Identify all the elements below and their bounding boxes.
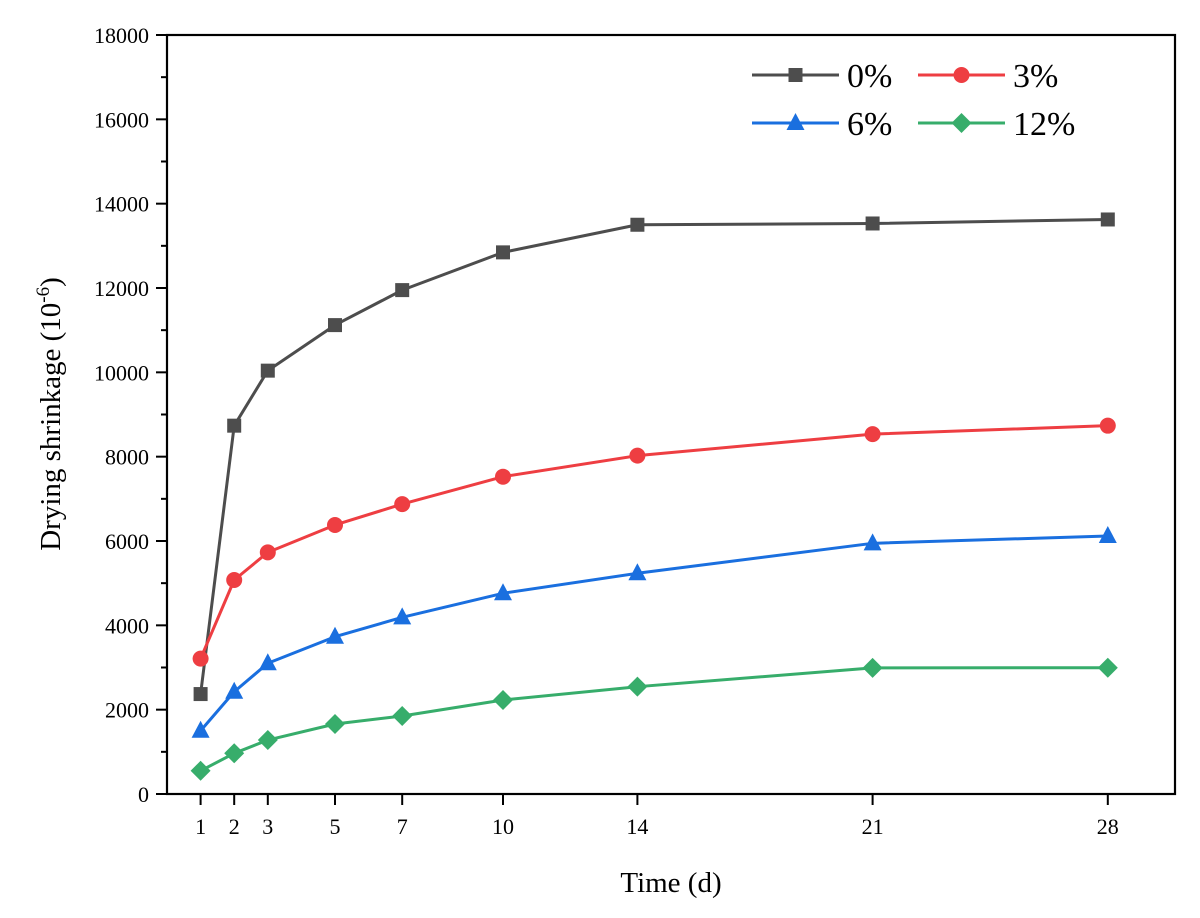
y-tick-label: 2000 [105, 698, 149, 723]
x-tick-label: 2 [229, 814, 240, 839]
series-layer [190, 212, 1118, 781]
x-tick-label: 3 [262, 814, 273, 839]
legend-item: 3% [918, 58, 1058, 95]
data-point-circle [259, 544, 276, 561]
y-tick-label: 0 [138, 782, 149, 807]
x-tick-label: 14 [626, 814, 648, 839]
data-point-diamond [325, 714, 345, 735]
data-point-square [1100, 212, 1115, 227]
series-3pct [192, 417, 1116, 667]
y-tick-label: 16000 [94, 107, 149, 132]
data-point-diamond [862, 657, 883, 678]
legend-label: 12% [1013, 106, 1075, 143]
data-point-diamond [392, 705, 413, 726]
data-point-square [865, 216, 880, 231]
data-point-triangle [863, 533, 882, 551]
series-0pct [193, 212, 1115, 702]
y-tick-label: 10000 [94, 360, 149, 385]
legend-marker-triangle [786, 113, 805, 130]
data-point-triangle [1098, 525, 1117, 543]
data-point-diamond [224, 743, 245, 764]
y-tick-label: 18000 [94, 23, 149, 48]
y-tick-label: 8000 [105, 445, 149, 470]
y-tick-label: 14000 [94, 192, 149, 217]
legend-marker-square [788, 68, 803, 82]
plot-border [165, 33, 1177, 796]
legend-marker-diamond [951, 113, 972, 133]
data-point-square [630, 217, 645, 232]
legend-item: 0% [752, 58, 892, 95]
data-point-circle [629, 447, 646, 464]
data-point-triangle [628, 563, 647, 581]
plot-frame [165, 33, 1177, 796]
y-axis-title: Drying shrinkage (10-6) [33, 277, 67, 551]
legend-item: 12% [918, 106, 1075, 143]
legend-label: 3% [1013, 58, 1058, 95]
data-point-diamond [1097, 657, 1118, 678]
x-axis: 1 2 3 5 7 10 14 21 28 [195, 794, 1119, 839]
x-tick-label: 1 [195, 814, 206, 839]
data-point-circle [192, 650, 209, 667]
data-point-circle [394, 496, 411, 513]
legend: 0% 3% 6% 12% [752, 58, 1075, 143]
data-point-circle [1099, 417, 1116, 434]
data-point-triangle [258, 653, 277, 671]
y-tick-label: 12000 [94, 276, 149, 301]
x-axis-title: Time (d) [620, 867, 721, 899]
y-tick-label: 4000 [105, 613, 149, 638]
y-axis: 0 2000 4000 6000 8000 10000 12000 14000 16000 180… [94, 23, 167, 807]
series-line [199, 424, 1108, 660]
x-tick-label: 21 [862, 814, 884, 839]
data-point-circle [226, 572, 243, 589]
data-point-square [395, 283, 410, 298]
data-point-triangle [494, 583, 512, 601]
series-6pct [191, 525, 1117, 738]
x-tick-label: 5 [330, 814, 341, 839]
data-point-triangle [191, 720, 210, 738]
legend-marker-circle [953, 67, 970, 83]
data-point-diamond [190, 760, 211, 781]
y-axis-title-main: Drying shrinkage (10 [35, 303, 67, 551]
data-point-circle [864, 426, 881, 443]
x-tick-label: 7 [397, 814, 408, 839]
data-point-triangle [225, 681, 244, 699]
data-point-square [227, 418, 242, 433]
x-tick-label: 10 [492, 814, 514, 839]
data-point-diamond [627, 676, 648, 697]
data-point-circle [495, 468, 511, 485]
data-point-diamond [257, 730, 278, 751]
legend-item: 6% [752, 106, 892, 143]
data-point-triangle [326, 626, 344, 644]
data-point-triangle [393, 607, 412, 625]
data-point-circle [327, 516, 343, 533]
data-point-diamond [493, 689, 513, 710]
data-point-square [260, 363, 275, 378]
series-line [199, 217, 1108, 695]
y-axis-title-superscript: -6 [33, 287, 54, 303]
y-axis-title-close: ) [35, 277, 67, 287]
series-12pct [190, 657, 1118, 781]
y-tick-label: 6000 [105, 529, 149, 554]
x-tick-label: 28 [1097, 814, 1119, 839]
data-point-square [193, 687, 208, 702]
legend-label: 6% [847, 106, 892, 143]
legend-label: 0% [847, 58, 892, 95]
data-point-square [496, 245, 510, 260]
data-point-square [328, 318, 342, 333]
